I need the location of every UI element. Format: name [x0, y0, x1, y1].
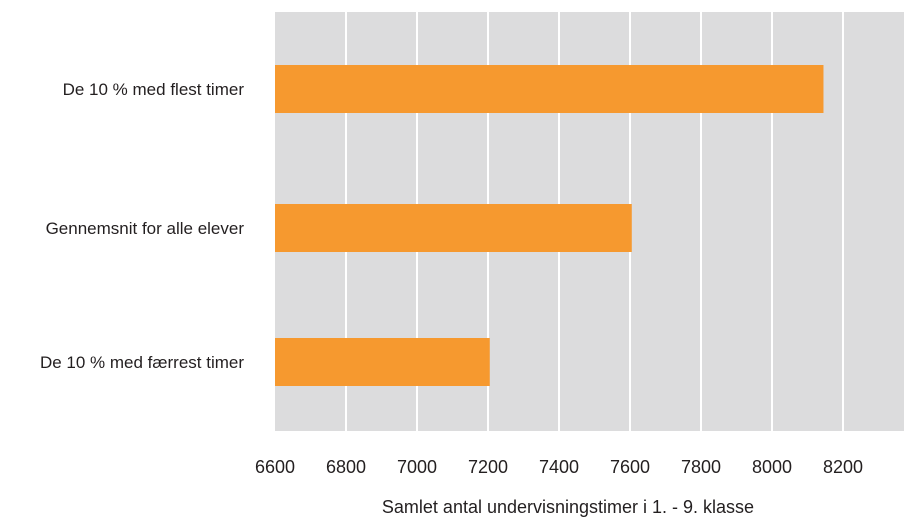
- x-tick-label-7600: 7600: [610, 457, 650, 477]
- x-tick-label-6800: 6800: [326, 457, 366, 477]
- x-tick-label-7400: 7400: [539, 457, 579, 477]
- x-tick-label-8000: 8000: [752, 457, 792, 477]
- x-tick-label-6600: 6600: [255, 457, 295, 477]
- x-tick-label-8200: 8200: [823, 457, 863, 477]
- bar-3: [275, 338, 490, 386]
- category-label-1: De 10 % med flest timer: [63, 80, 245, 99]
- category-label-2: Gennemsnit for alle elever: [46, 219, 245, 238]
- category-label-3: De 10 % med færrest timer: [40, 353, 244, 372]
- bar-2: [275, 204, 632, 252]
- bar-1: [275, 65, 824, 113]
- x-axis-title: Samlet antal undervisningstimer i 1. - 9…: [382, 497, 754, 517]
- category-labels: De 10 % med flest timer Gennemsnit for al…: [40, 80, 244, 372]
- bars: [275, 65, 824, 386]
- x-tick-label-7000: 7000: [397, 457, 437, 477]
- x-tick-label-7200: 7200: [468, 457, 508, 477]
- x-tick-label-7800: 7800: [681, 457, 721, 477]
- x-tick-labels: 6600 6800 7000 7200 7400 7600 7800 8000 8200: [255, 457, 863, 477]
